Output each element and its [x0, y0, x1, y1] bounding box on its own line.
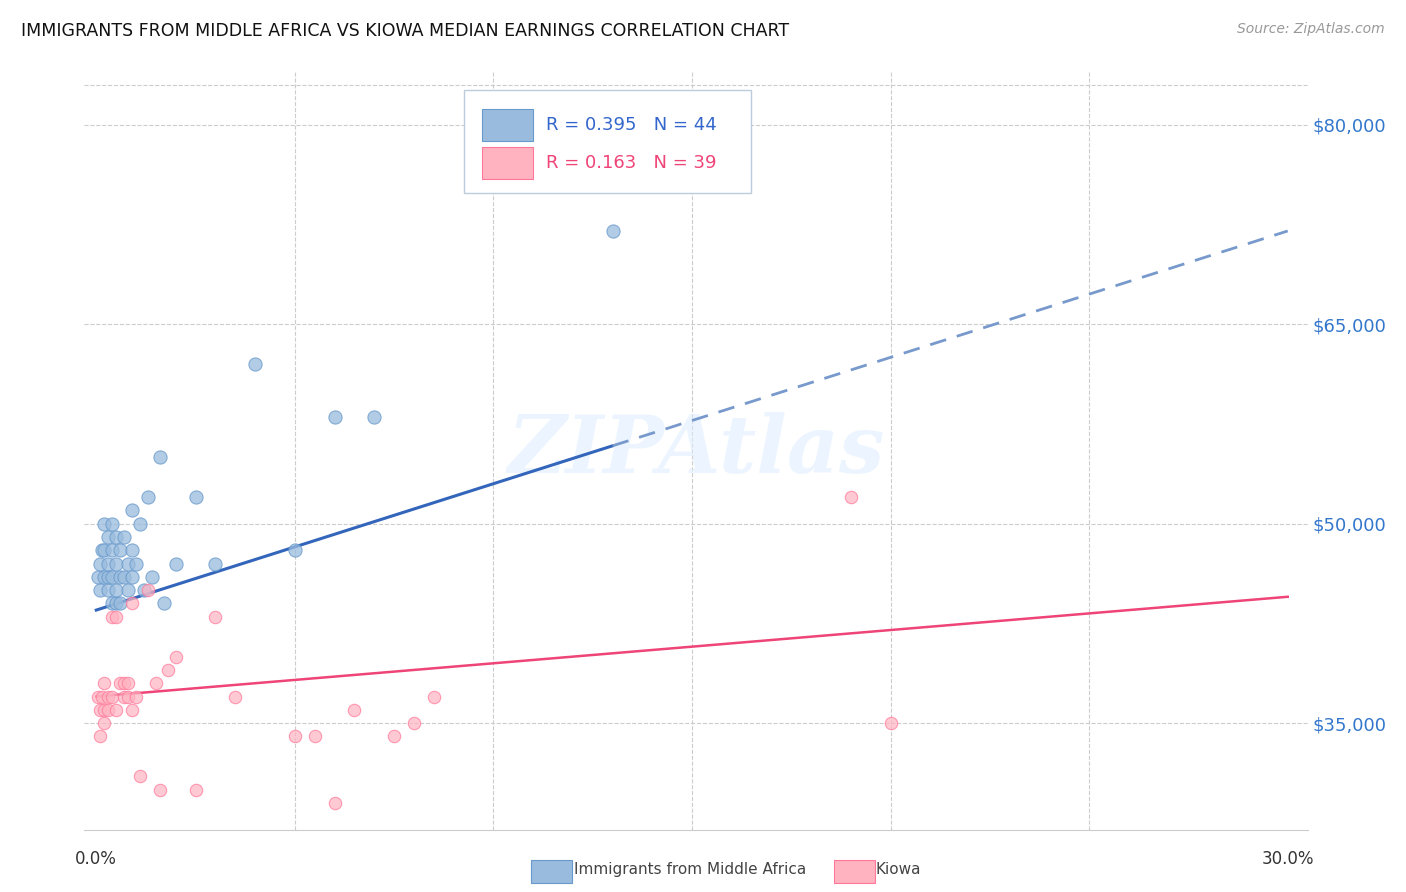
Point [117, 557, 139, 571]
Text: 30.0%: 30.0% [1261, 849, 1315, 868]
Point [101, 596, 124, 610]
Point [243, 357, 266, 371]
Point [97, 583, 120, 598]
Point [304, 730, 326, 744]
Point [839, 490, 862, 504]
Point [152, 596, 174, 610]
Point [93, 716, 115, 731]
Point [105, 703, 128, 717]
Point [101, 609, 124, 624]
Point [121, 543, 143, 558]
Point [93, 703, 115, 717]
Point [97, 530, 120, 544]
Point [105, 596, 128, 610]
Point [136, 490, 159, 504]
Point [93, 516, 115, 531]
FancyBboxPatch shape [482, 110, 533, 141]
Point [343, 703, 366, 717]
Point [101, 516, 124, 531]
Text: 0.0%: 0.0% [76, 849, 117, 868]
Point [129, 516, 152, 531]
Point [149, 782, 172, 797]
Point [97, 690, 120, 704]
Text: Kiowa: Kiowa [876, 863, 921, 877]
Point [108, 676, 131, 690]
Point [87, 570, 110, 584]
Point [89, 703, 111, 717]
Point [91, 543, 114, 558]
Point [105, 609, 128, 624]
FancyBboxPatch shape [464, 90, 751, 193]
Y-axis label: Median Earnings: Median Earnings [0, 387, 7, 514]
Point [91, 690, 114, 704]
Point [112, 570, 135, 584]
Point [105, 557, 128, 571]
Point [105, 530, 128, 544]
Point [132, 583, 155, 598]
Point [423, 690, 446, 704]
Point [89, 730, 111, 744]
Point [125, 690, 148, 704]
Point [117, 690, 139, 704]
Text: Source: ZipAtlas.com: Source: ZipAtlas.com [1237, 22, 1385, 37]
Point [101, 690, 124, 704]
Point [879, 716, 901, 731]
Point [108, 543, 131, 558]
Point [141, 570, 163, 584]
Point [363, 410, 385, 425]
Point [136, 583, 159, 598]
Point [101, 543, 124, 558]
Point [224, 690, 246, 704]
Point [382, 730, 405, 744]
FancyBboxPatch shape [482, 147, 533, 179]
Point [112, 676, 135, 690]
Point [184, 782, 207, 797]
Point [112, 530, 135, 544]
Point [93, 570, 115, 584]
Point [112, 690, 135, 704]
Point [204, 609, 226, 624]
Text: ZIPAtlas: ZIPAtlas [508, 412, 884, 489]
Point [204, 557, 226, 571]
Point [108, 570, 131, 584]
Text: R = 0.395   N = 44: R = 0.395 N = 44 [546, 116, 716, 134]
Point [156, 663, 179, 677]
Point [121, 503, 143, 517]
Point [93, 543, 115, 558]
Point [101, 570, 124, 584]
Point [93, 676, 115, 690]
Point [97, 703, 120, 717]
Point [129, 769, 152, 783]
Point [149, 450, 172, 464]
Point [108, 596, 131, 610]
Point [87, 690, 110, 704]
Point [121, 703, 143, 717]
Point [284, 543, 307, 558]
Text: R = 0.163   N = 39: R = 0.163 N = 39 [546, 154, 716, 172]
Point [89, 557, 111, 571]
Point [117, 676, 139, 690]
Point [165, 649, 187, 664]
Point [402, 716, 425, 731]
Point [145, 676, 167, 690]
Text: Immigrants from Middle Africa: Immigrants from Middle Africa [574, 863, 806, 877]
Point [125, 557, 148, 571]
Point [284, 730, 307, 744]
Point [105, 583, 128, 598]
Point [602, 224, 624, 238]
Point [121, 570, 143, 584]
Point [117, 583, 139, 598]
Point [323, 410, 346, 425]
Text: IMMIGRANTS FROM MIDDLE AFRICA VS KIOWA MEDIAN EARNINGS CORRELATION CHART: IMMIGRANTS FROM MIDDLE AFRICA VS KIOWA M… [21, 22, 789, 40]
Point [165, 557, 187, 571]
Point [97, 570, 120, 584]
Point [121, 596, 143, 610]
Point [97, 557, 120, 571]
Point [184, 490, 207, 504]
Point [323, 796, 346, 810]
Point [89, 583, 111, 598]
